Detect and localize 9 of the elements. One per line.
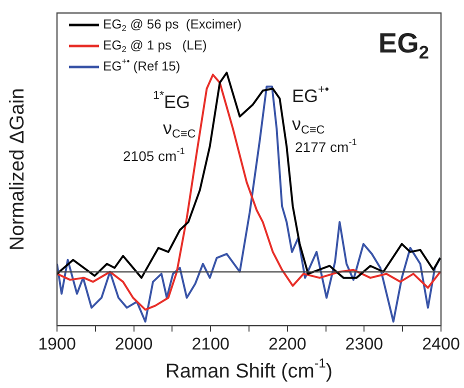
x-tick-label: 2100 (192, 334, 230, 354)
x-tick-label: 2000 (114, 334, 153, 354)
x-tick-label: 2300 (345, 334, 384, 354)
y-axis-title: Normalized ΔGain (6, 88, 29, 250)
x-tick-label: 1900 (38, 334, 76, 354)
x-tick-label: 2400 (422, 334, 460, 354)
x-tick-label: 2200 (268, 334, 306, 354)
legend-label: EG+• (Ref 15) (103, 56, 180, 74)
annotation: EG+• (292, 83, 329, 106)
